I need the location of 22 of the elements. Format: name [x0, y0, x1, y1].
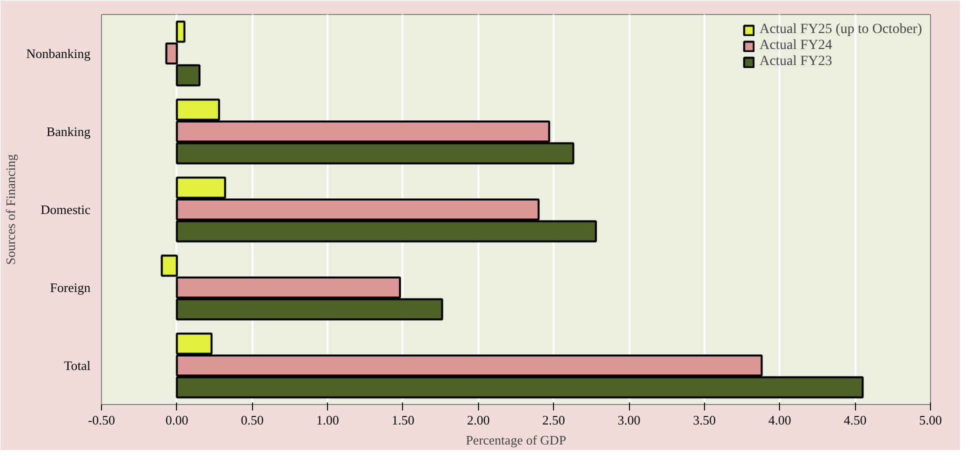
x-tick-label: 4.00 — [768, 412, 792, 428]
legend-label: Actual FY25 (up to October) — [759, 22, 922, 38]
x-tick-label: 1.50 — [392, 412, 414, 428]
y-tick-label: Foreign — [50, 280, 91, 295]
x-tick-label: 0.00 — [165, 412, 188, 428]
y-tick-label: Nonbanking — [26, 46, 91, 61]
x-tick-label: 4.50 — [844, 412, 867, 428]
x-tick-label: 0.50 — [240, 412, 264, 428]
x-tick-label: -0.50 — [88, 412, 116, 428]
y-tick-label: Total — [64, 358, 91, 373]
x-tick-label: 2.00 — [466, 412, 490, 428]
x-axis-title: Percentage of GDP — [466, 432, 566, 448]
x-tick-label: 3.00 — [618, 412, 640, 428]
x-tick-label: 2.50 — [542, 412, 566, 428]
legend-label: Actual FY23 — [759, 54, 832, 70]
x-tick-label: 3.50 — [693, 412, 716, 428]
y-axis-title: Sources of Financing — [3, 154, 18, 265]
x-tick-label: 5.00 — [919, 412, 942, 428]
x-tick-label: 1.00 — [316, 412, 339, 428]
y-tick-label: Banking — [46, 124, 91, 139]
y-tick-label: Domestic — [40, 202, 91, 217]
legend-label: Actual FY24 — [759, 38, 832, 54]
